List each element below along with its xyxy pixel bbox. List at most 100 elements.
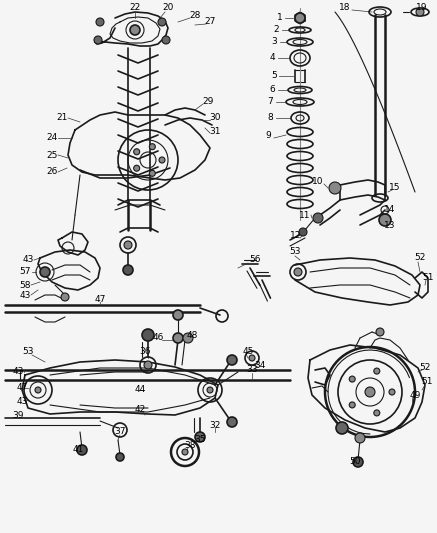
- Text: 28: 28: [189, 11, 201, 20]
- Text: 1: 1: [277, 13, 283, 22]
- Circle shape: [149, 144, 155, 150]
- Text: 48: 48: [186, 330, 198, 340]
- Text: 52: 52: [414, 254, 426, 262]
- Circle shape: [94, 36, 102, 44]
- Text: 31: 31: [209, 127, 221, 136]
- Text: 53: 53: [22, 348, 34, 357]
- Circle shape: [144, 361, 152, 369]
- Text: 38: 38: [184, 440, 196, 449]
- Circle shape: [374, 410, 380, 416]
- Circle shape: [349, 402, 355, 408]
- Text: 18: 18: [339, 4, 351, 12]
- Text: 43: 43: [22, 255, 34, 264]
- Circle shape: [355, 433, 365, 443]
- Text: 25: 25: [46, 150, 58, 159]
- Text: 20: 20: [162, 4, 173, 12]
- Circle shape: [173, 310, 183, 320]
- Text: 41: 41: [72, 446, 84, 455]
- Text: 53: 53: [289, 247, 301, 256]
- Text: 10: 10: [312, 177, 324, 187]
- Circle shape: [299, 228, 307, 236]
- Circle shape: [149, 171, 155, 176]
- Text: 13: 13: [384, 221, 396, 230]
- Text: 51: 51: [421, 377, 433, 386]
- Text: 33: 33: [246, 366, 258, 375]
- Circle shape: [389, 389, 395, 395]
- Text: 14: 14: [384, 206, 395, 214]
- Circle shape: [123, 265, 133, 275]
- Circle shape: [365, 387, 375, 397]
- Text: 56: 56: [249, 255, 261, 264]
- Text: 43: 43: [16, 398, 28, 407]
- Text: 11: 11: [299, 211, 311, 220]
- Text: 7: 7: [267, 98, 273, 107]
- Circle shape: [116, 453, 124, 461]
- Text: 4: 4: [269, 53, 275, 62]
- Text: 6: 6: [269, 85, 275, 94]
- Circle shape: [379, 214, 391, 226]
- Circle shape: [182, 449, 188, 455]
- Text: 30: 30: [209, 114, 221, 123]
- Text: 24: 24: [46, 133, 58, 142]
- Text: 35: 35: [194, 435, 206, 445]
- Text: 5: 5: [271, 71, 277, 80]
- Circle shape: [376, 328, 384, 336]
- Text: 49: 49: [409, 391, 421, 400]
- Text: 2: 2: [273, 26, 279, 35]
- Text: 27: 27: [205, 18, 216, 27]
- Circle shape: [61, 293, 69, 301]
- Text: 9: 9: [265, 131, 271, 140]
- Circle shape: [142, 329, 154, 341]
- Text: 51: 51: [422, 273, 434, 282]
- Circle shape: [159, 157, 165, 163]
- Circle shape: [374, 368, 380, 374]
- Text: 52: 52: [420, 364, 431, 373]
- Text: 12: 12: [290, 231, 302, 240]
- Circle shape: [183, 333, 193, 343]
- Circle shape: [227, 417, 237, 427]
- Circle shape: [77, 445, 87, 455]
- Text: 47: 47: [16, 384, 28, 392]
- Circle shape: [349, 376, 355, 382]
- Text: 58: 58: [19, 280, 31, 289]
- Text: 50: 50: [349, 457, 361, 466]
- Circle shape: [134, 165, 140, 171]
- Text: 3: 3: [271, 37, 277, 46]
- Text: 26: 26: [46, 167, 58, 176]
- Text: 22: 22: [129, 4, 141, 12]
- Circle shape: [207, 387, 213, 393]
- Circle shape: [353, 457, 363, 467]
- Text: 43: 43: [19, 290, 31, 300]
- Circle shape: [227, 355, 237, 365]
- Circle shape: [35, 387, 41, 393]
- Circle shape: [162, 36, 170, 44]
- Circle shape: [195, 432, 205, 442]
- Circle shape: [124, 241, 132, 249]
- Text: 32: 32: [209, 421, 221, 430]
- Text: 29: 29: [202, 98, 214, 107]
- Text: 37: 37: [114, 427, 126, 437]
- Circle shape: [96, 18, 104, 26]
- Text: 19: 19: [416, 4, 428, 12]
- Circle shape: [40, 267, 50, 277]
- Circle shape: [313, 213, 323, 223]
- Circle shape: [336, 422, 348, 434]
- Text: 34: 34: [254, 360, 266, 369]
- Circle shape: [134, 149, 140, 155]
- Text: 39: 39: [12, 410, 24, 419]
- Text: 46: 46: [153, 334, 164, 343]
- Text: 57: 57: [19, 268, 31, 277]
- Text: 43: 43: [12, 367, 24, 376]
- Text: 8: 8: [267, 114, 273, 123]
- Text: 21: 21: [56, 114, 68, 123]
- Text: 47: 47: [94, 295, 106, 304]
- Text: 42: 42: [134, 406, 146, 415]
- Circle shape: [130, 25, 140, 35]
- Text: 45: 45: [242, 348, 254, 357]
- Text: 36: 36: [139, 348, 151, 357]
- Circle shape: [158, 18, 166, 26]
- Circle shape: [249, 355, 255, 361]
- Text: 44: 44: [134, 385, 146, 394]
- Text: 15: 15: [389, 183, 401, 192]
- Circle shape: [416, 8, 424, 16]
